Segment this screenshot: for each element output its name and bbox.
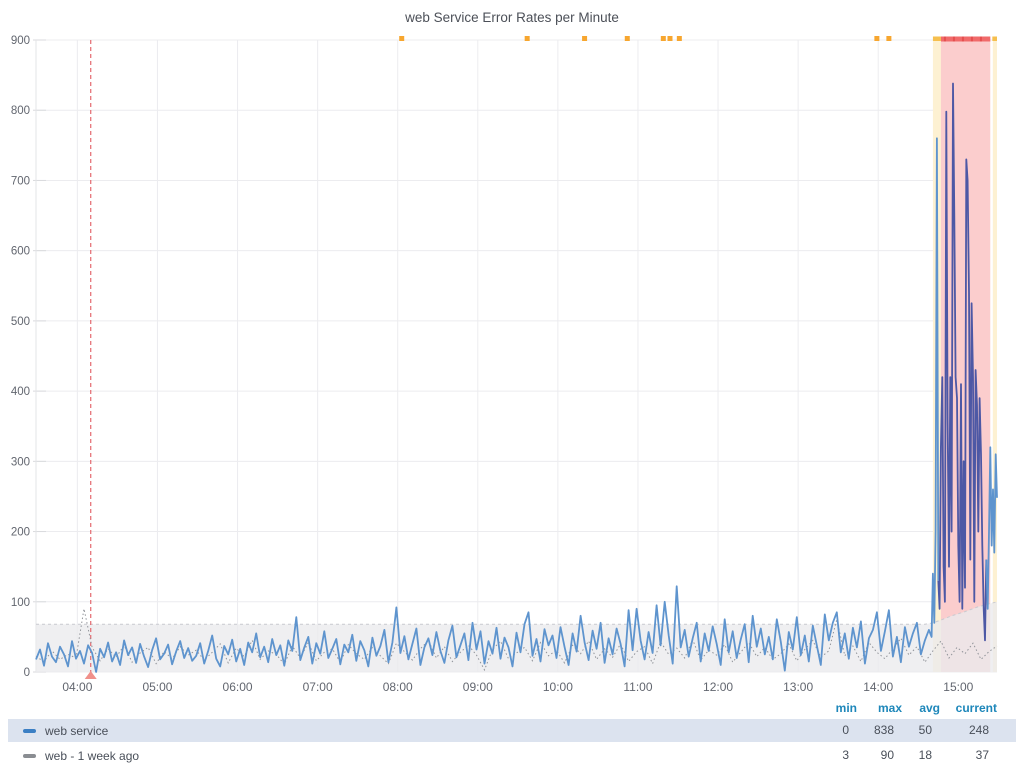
y-axis-label: 700 [11, 175, 30, 187]
x-axis-label: 08:00 [383, 680, 413, 694]
legend-col-current: current [956, 701, 997, 715]
legend-row-week-ago[interactable]: web - 1 week ago 3 90 18 37 [8, 744, 1016, 767]
warn-bar-icon [933, 37, 941, 42]
error-rate-chart: 0 100 200 300 400 500 600 700 800 900 04:00 05:00 06… [0, 0, 1024, 700]
x-axis-label: 06:00 [223, 680, 253, 694]
value-max: 838 [874, 723, 894, 737]
x-axis-label: 15:00 [943, 680, 973, 694]
anomaly-dot-icon [677, 36, 682, 41]
x-axis-label: 11:00 [623, 680, 652, 694]
value-avg: 50 [919, 723, 932, 737]
series-swatch-week-ago [23, 754, 36, 758]
legend-col-avg: avg [919, 701, 940, 715]
anomaly-dot-icon [661, 36, 666, 41]
gridlines [33, 40, 997, 672]
series-label: web - 1 week ago [45, 749, 139, 763]
value-max: 90 [881, 748, 894, 762]
anomaly-dot-icon [625, 36, 630, 41]
anomaly-dot-icon [399, 36, 404, 41]
value-min: 0 [842, 723, 849, 737]
y-axis-label: 500 [11, 316, 30, 328]
value-current: 248 [969, 723, 989, 737]
x-axis-label: 04:00 [62, 680, 92, 694]
y-axis-label: 200 [11, 527, 30, 539]
x-axis-label: 14:00 [863, 680, 893, 694]
main-series [36, 138, 938, 672]
x-axis-label: 09:00 [463, 680, 493, 694]
series-label: web service [45, 724, 108, 738]
series-swatch-web-service [23, 729, 36, 733]
legend-col-min: min [836, 701, 857, 715]
anomaly-dot-icon [582, 36, 587, 41]
x-axis-label: 12:00 [703, 680, 733, 694]
anomaly-dot-icon [667, 36, 672, 41]
anomaly-dot-icon [886, 36, 891, 41]
x-axis-label: 05:00 [142, 680, 172, 694]
legend-col-max: max [878, 701, 902, 715]
value-current: 37 [976, 748, 989, 762]
y-axis-label: 800 [11, 105, 30, 117]
legend-table: min max avg current web service 0 838 50… [0, 698, 1024, 718]
legend-header: min max avg current [0, 698, 1024, 718]
anomaly-dot-icon [874, 36, 879, 41]
y-axis-label: 400 [11, 386, 30, 398]
value-avg: 18 [919, 748, 932, 762]
band-separator [990, 41, 993, 672]
y-axis-label: 300 [11, 456, 30, 468]
y-axis-label: 600 [11, 246, 30, 258]
legend-row-web-service[interactable]: web service 0 838 50 248 [8, 719, 1016, 742]
anomaly-top-markers [399, 36, 997, 42]
anomaly-dot-icon [525, 36, 530, 41]
y-axis-label: 100 [11, 597, 30, 609]
x-axis-label: 13:00 [783, 680, 813, 694]
x-axis-label: 07:00 [303, 680, 333, 694]
x-axis-label: 10:00 [543, 680, 573, 694]
y-axis-label: 0 [24, 667, 30, 679]
y-axis-label: 900 [11, 35, 30, 47]
warn-bar-icon [992, 37, 997, 42]
value-min: 3 [842, 748, 849, 762]
expected-range-edge [36, 602, 997, 624]
alert-bar-icon [941, 37, 990, 42]
